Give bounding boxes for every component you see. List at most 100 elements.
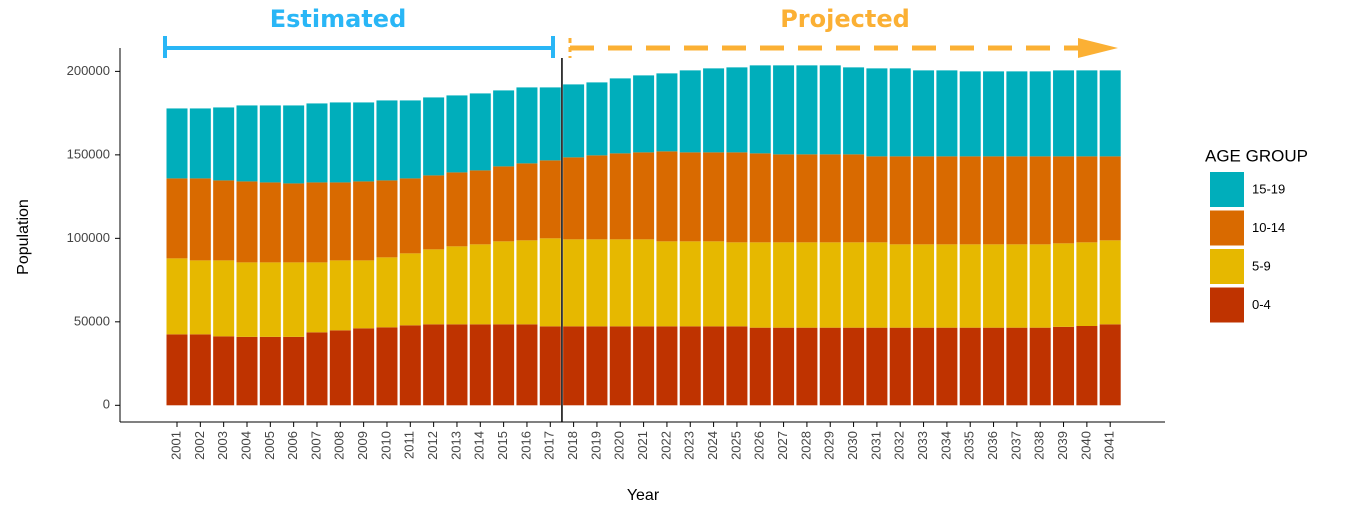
bar-segment	[726, 67, 748, 153]
bar-segment	[329, 182, 351, 261]
bar-segment	[189, 334, 211, 406]
bar-segment	[936, 327, 958, 406]
bar-segment	[446, 172, 468, 247]
bar-segment	[516, 324, 538, 406]
x-tick-label: 2017	[542, 431, 557, 460]
bar-segment	[609, 326, 631, 406]
bar-segment	[1053, 326, 1075, 406]
x-tick-label: 2032	[892, 431, 907, 460]
bar-segment	[843, 154, 865, 243]
bar-segment	[493, 324, 515, 406]
bar-segment	[633, 326, 655, 406]
bar-segment	[329, 102, 351, 183]
bar-segment	[283, 262, 305, 337]
bar-segment	[633, 75, 655, 153]
bar-segment	[493, 90, 515, 167]
bar-segment	[539, 160, 561, 239]
x-tick-label: 2029	[822, 431, 837, 460]
bar-segment	[259, 336, 281, 406]
bar-segment	[843, 327, 865, 406]
bar-segment	[726, 152, 748, 243]
bar-segment	[866, 242, 888, 328]
bar-segment	[446, 246, 468, 325]
x-tick-label: 2021	[635, 431, 650, 460]
bar-segment	[516, 163, 538, 241]
x-tick-label: 2012	[425, 431, 440, 460]
x-tick-label: 2016	[518, 431, 533, 460]
bar-segment	[306, 262, 328, 333]
bar-segment	[469, 244, 491, 325]
bar-segment	[1029, 244, 1051, 328]
bar-segment	[423, 97, 445, 176]
bar-segment	[469, 324, 491, 406]
x-tick-label: 2039	[1055, 431, 1070, 460]
x-tick-label: 2004	[238, 431, 253, 460]
legend-label: 10-14	[1252, 220, 1285, 235]
x-tick-label: 2018	[565, 431, 580, 460]
bar-segment	[796, 242, 818, 328]
bar-segment	[306, 332, 328, 406]
legend-label: 0-4	[1252, 297, 1271, 312]
bar-segment	[726, 326, 748, 406]
bar-segment	[1029, 156, 1051, 245]
bar-segment	[679, 326, 701, 406]
annotation-projected: Projected	[780, 5, 910, 33]
bar-segment	[329, 260, 351, 331]
bar-segment	[936, 156, 958, 245]
x-tick-label: 2008	[332, 431, 347, 460]
bar-segment	[773, 327, 795, 406]
bar-segment	[959, 244, 981, 328]
x-tick-label: 2022	[658, 431, 673, 460]
bar-segment	[703, 326, 725, 406]
bar-segment	[446, 324, 468, 406]
bar-segment	[423, 324, 445, 406]
bar-segment	[1006, 327, 1028, 406]
bar-segment	[889, 156, 911, 245]
y-tick-label: 100000	[67, 230, 110, 245]
bar-segment	[796, 154, 818, 243]
bar-segment	[609, 239, 631, 327]
bar-segment	[913, 244, 935, 328]
bar-segment	[446, 95, 468, 173]
x-tick-label: 2037	[1008, 431, 1023, 460]
bar-segment	[796, 327, 818, 406]
bar-segment	[983, 244, 1005, 328]
bar-segment	[1006, 156, 1028, 245]
bar-segment	[936, 244, 958, 328]
bar-segment	[1099, 324, 1121, 406]
bar-segment	[656, 326, 678, 406]
x-tick-label: 2034	[938, 431, 953, 460]
bar-segment	[399, 325, 421, 406]
bar-segment	[516, 240, 538, 325]
x-tick-label: 2040	[1078, 431, 1093, 460]
bar-segment	[609, 153, 631, 240]
bar-segment	[376, 180, 398, 258]
bar-segment	[329, 330, 351, 406]
bar-segment	[913, 70, 935, 157]
bar-segment	[773, 154, 795, 243]
bar-segment	[1099, 240, 1121, 325]
bar-segment	[493, 241, 515, 325]
bar-segment	[796, 65, 818, 155]
bar-segment	[399, 178, 421, 254]
bar-segment	[563, 326, 585, 406]
bar-segment	[703, 68, 725, 153]
y-tick-label: 0	[103, 397, 110, 412]
bar-segment	[283, 336, 305, 406]
legend-swatch	[1210, 210, 1244, 246]
bar-segment	[1006, 71, 1028, 157]
bar-segment	[423, 175, 445, 250]
bar-segment	[166, 108, 188, 179]
bar-segment	[959, 156, 981, 245]
bar-segment	[983, 71, 1005, 157]
x-tick-label: 2010	[378, 431, 393, 460]
bar-segment	[913, 156, 935, 245]
bar-segment	[1053, 243, 1075, 327]
x-tick-label: 2030	[845, 431, 860, 460]
bar-segment	[866, 68, 888, 157]
bar-segment	[749, 327, 771, 406]
bar-segment	[259, 182, 281, 263]
bar-segment	[749, 153, 771, 243]
bar-segment	[353, 102, 375, 182]
